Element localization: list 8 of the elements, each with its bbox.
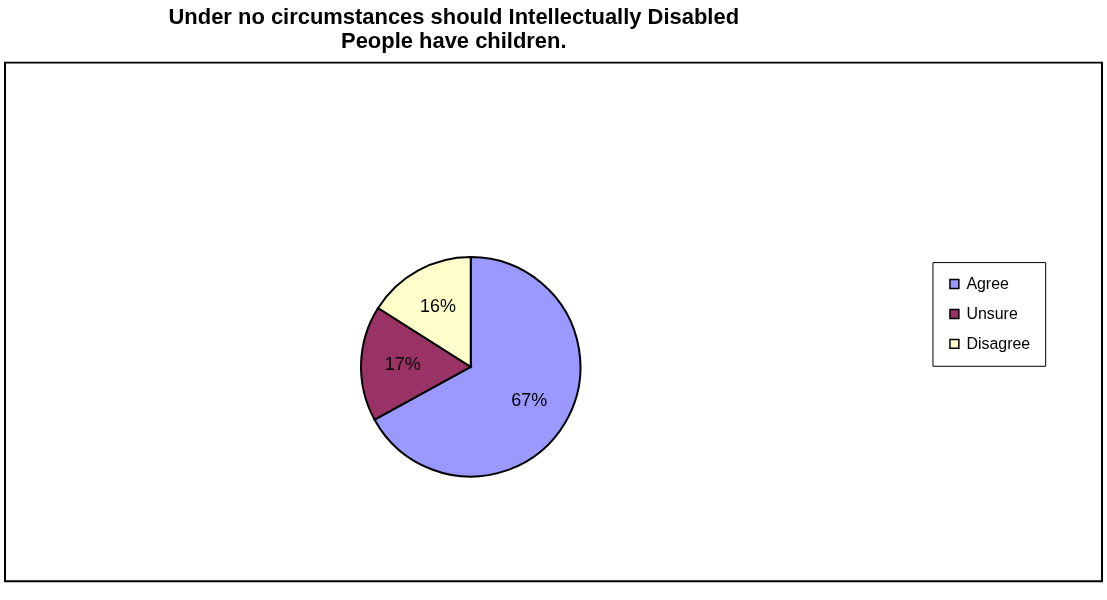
legend-label: Unsure — [966, 304, 1018, 322]
data-label: 16% — [420, 296, 456, 317]
data-label: 67% — [511, 390, 548, 411]
legend-label: Agree — [966, 275, 1010, 293]
text: People have children. — [341, 27, 567, 53]
legend-label: Disagree — [966, 334, 1031, 352]
text: Under no circumstances should Intellectually Disabled — [168, 3, 740, 29]
data-label: 17% — [384, 353, 421, 374]
